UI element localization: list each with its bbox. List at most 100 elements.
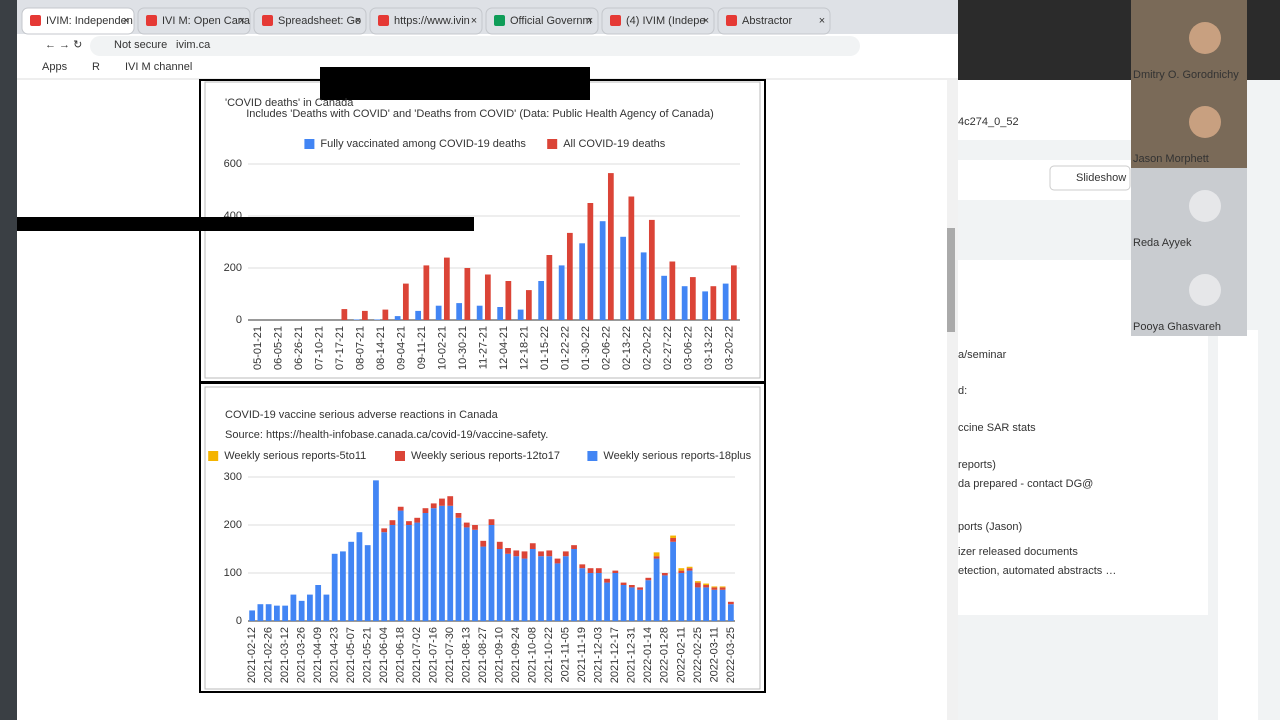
slide-text: reports) [958, 459, 996, 471]
bar-segment [455, 517, 462, 621]
tab-close[interactable]: × [239, 15, 245, 27]
tab[interactable] [21, 7, 135, 35]
bar [484, 274, 491, 320]
slide-text: a/seminar [958, 349, 1007, 361]
participant-name: Jason Morphett [1133, 153, 1209, 165]
bar [722, 283, 729, 320]
bar-segment [686, 566, 693, 569]
bar-segment [340, 551, 346, 621]
bar [361, 310, 368, 320]
bar [402, 283, 409, 320]
slideshow: Slideshow [1076, 172, 1126, 184]
bar-segment [364, 545, 371, 621]
x-tick-label: 2021-12-31 [626, 627, 638, 683]
scroll-thumb[interactable] [947, 228, 955, 332]
x-tick-label: 10-02-21 [437, 326, 449, 370]
slide-text: etection, automated abstracts … [958, 565, 1116, 577]
tab[interactable] [253, 7, 367, 35]
x-tick-label: 2021-10-22 [543, 627, 555, 683]
tab-close[interactable]: × [471, 15, 477, 27]
video-tile [1131, 168, 1247, 252]
tab[interactable] [485, 7, 599, 35]
bar [341, 309, 348, 320]
tab-title: IVIM: Independen [46, 15, 133, 27]
legend-swatch [547, 139, 558, 149]
chart-frame [199, 382, 766, 693]
bar [599, 221, 606, 320]
bar-segment [447, 496, 454, 506]
bar-segment [612, 570, 619, 573]
video-tiles: Dmitry O. Gorodnichy Jason Morphett Reda A… [1131, 0, 1247, 336]
x-tick-label: 03-06-22 [683, 326, 695, 370]
y-tick-label: 0 [236, 615, 242, 627]
tab[interactable] [717, 7, 831, 35]
tab-close[interactable]: × [587, 15, 593, 27]
bar-segment [521, 558, 528, 621]
x-tick-label: 08-14-21 [375, 326, 387, 370]
x-tick-label: 2021-08-27 [477, 627, 489, 683]
bar [456, 303, 463, 320]
avatar [1189, 274, 1221, 306]
bar-segment [447, 505, 454, 621]
x-tick-label: 02-06-22 [601, 326, 613, 370]
slideshow-button[interactable] [1049, 165, 1131, 191]
bar-segment [661, 573, 668, 576]
bar [579, 243, 586, 320]
bar [374, 319, 381, 320]
bookmark[interactable]: R [92, 61, 100, 73]
x-tick-label: 2022-01-28 [659, 627, 671, 683]
avatar [1189, 190, 1221, 222]
bar [681, 286, 688, 320]
bar-segment [686, 568, 693, 571]
bar-segment [628, 585, 635, 588]
bar-segment [579, 564, 586, 569]
x-tick-label: 2021-12-03 [593, 627, 605, 683]
x-tick-label: 06-05-21 [273, 326, 285, 370]
bar-segment [323, 594, 330, 621]
tab[interactable] [601, 7, 715, 35]
bar [505, 281, 512, 320]
bar-segment [595, 568, 602, 573]
tab-close[interactable]: × [703, 15, 709, 27]
bar-segment [554, 563, 561, 621]
browser [17, 0, 958, 720]
tab-icon [610, 15, 621, 26]
bar-segment [439, 505, 445, 621]
tab-icon [262, 15, 273, 26]
bar-segment [496, 541, 503, 549]
bar-segment [670, 537, 676, 542]
y-tick-label: 100 [224, 567, 242, 579]
bar-segment [678, 573, 685, 621]
tab-close[interactable]: × [819, 15, 825, 27]
bar-segment [529, 549, 536, 621]
bookmark[interactable]: Apps [42, 61, 68, 73]
tab-title: (4) IVIM (Indepe [626, 15, 705, 27]
bar-segment [282, 605, 289, 621]
bar-segment [711, 589, 718, 621]
bar-segment [356, 532, 363, 621]
bar-segment [480, 546, 487, 621]
security: Not secure [114, 39, 167, 51]
y-tick-label: 300 [224, 471, 242, 483]
x-tick-label: 2022-02-11 [675, 627, 687, 682]
x-tick-label: 02-27-22 [662, 326, 674, 370]
bar-segment [554, 558, 561, 564]
bar [587, 203, 594, 320]
x-tick-label: 08-07-21 [355, 326, 367, 370]
url[interactable]: ivim.ca [176, 39, 211, 51]
nav-buttons: ← → ↻ [45, 39, 82, 51]
bar-segment [711, 586, 718, 588]
omnibox[interactable] [90, 36, 860, 56]
tab-close[interactable]: × [123, 15, 129, 27]
tab[interactable] [369, 7, 483, 35]
participant-name: Reda Ayyek [1133, 237, 1192, 249]
bar-segment [645, 577, 652, 581]
tab-close[interactable]: × [355, 15, 361, 27]
legend-swatch [208, 451, 219, 461]
tab[interactable] [137, 7, 251, 35]
y-tick-label: 200 [224, 262, 242, 274]
bookmark[interactable]: IVI M channel [125, 61, 192, 73]
bar-segment [373, 480, 379, 621]
tab-title: Spreadsheet: Go [278, 15, 361, 27]
bar [620, 236, 627, 320]
